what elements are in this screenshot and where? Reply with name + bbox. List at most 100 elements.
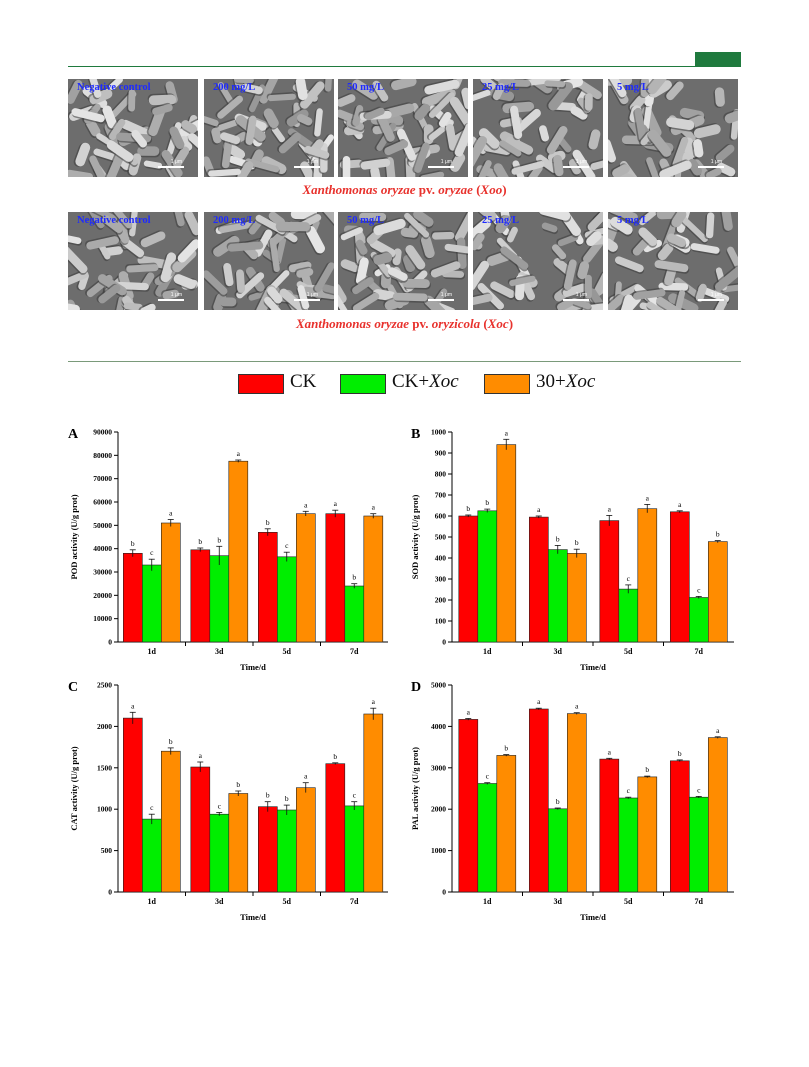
significance-letter: b [169, 737, 173, 746]
x-axis-label: Time/d [580, 912, 606, 922]
sem-panel: 25 mg/L 1 μm [473, 79, 603, 177]
sem-panel-label: 200 mg/L [213, 215, 256, 226]
significance-letter: a [169, 509, 173, 518]
bar [277, 556, 297, 643]
y-tick-label: 1000 [431, 428, 446, 437]
y-tick-label: 2000 [431, 805, 446, 814]
x-axis-label: Time/d [580, 662, 606, 672]
scale-bar-label: 1 μm [710, 292, 722, 298]
bar [363, 713, 384, 893]
significance-letter: a [505, 428, 509, 437]
significance-letter: c [627, 786, 631, 795]
section-divider [68, 361, 741, 362]
x-tick-label: 1d [148, 647, 157, 656]
significance-letter: b [333, 752, 337, 761]
caption-fragment: ) [502, 182, 507, 197]
bar [567, 713, 587, 893]
sem-micrograph [68, 79, 198, 177]
y-tick-label: 50000 [93, 521, 112, 530]
x-tick-label: 5d [283, 647, 292, 656]
scale-bar-label: 1 μm [306, 292, 318, 298]
y-tick-label: 1500 [97, 763, 112, 772]
sem-panel: 200 mg/L 1 μm [204, 212, 334, 310]
y-tick-label: 2500 [97, 681, 112, 690]
significance-letter: c [697, 785, 701, 794]
bar [637, 776, 658, 893]
caption-fragment: Xoc [487, 316, 509, 331]
y-tick-label: 1000 [431, 846, 446, 855]
significance-letter: a [372, 697, 376, 706]
significance-letter: a [716, 726, 720, 735]
significance-letter: b [556, 534, 560, 543]
bar [618, 588, 639, 643]
significance-letter: b [266, 518, 270, 527]
significance-letter: b [198, 537, 202, 546]
scale-bar-label: 1 μm [306, 159, 318, 165]
sem-panel: 5 mg/L 1 μm [608, 212, 738, 310]
y-axis-label: POD activity (U/g prot) [69, 494, 79, 579]
y-axis-label: PAL activity (U/g prot) [410, 747, 420, 830]
sem-panel: 50 mg/L 1 μm [338, 212, 468, 310]
y-tick-label: 10000 [93, 614, 112, 623]
significance-letter: a [131, 701, 135, 710]
sem-panel-label: 5 mg/L [617, 82, 649, 93]
x-tick-label: 3d [215, 647, 224, 656]
scale-bar [698, 299, 724, 301]
bar [363, 515, 384, 643]
significance-letter: c [150, 548, 154, 557]
sem-caption-xoc: Xanthomonas oryzae pv. oryzicola (Xoc) [0, 316, 809, 332]
sem-panel-label: Negative control [77, 82, 151, 93]
sem-micrograph [338, 79, 468, 177]
x-axis-label: Time/d [240, 662, 266, 672]
significance-letter: c [697, 585, 701, 594]
significance-letter: a [304, 500, 308, 509]
significance-letter: b [716, 530, 720, 539]
significance-letter: a [537, 697, 541, 706]
significance-letter: a [372, 503, 376, 512]
caption-fragment: oryzicola [431, 316, 481, 331]
scale-bar [563, 299, 589, 301]
caption-fragment: ) [508, 316, 514, 331]
significance-letter: b [485, 498, 489, 507]
scale-bar [294, 166, 320, 168]
bar [567, 553, 587, 643]
sem-panel: 200 mg/L 1 μm [204, 79, 334, 177]
sem-micrograph [68, 212, 198, 310]
header-accent-bar [695, 52, 741, 66]
chart-sod-activity: B 0 100 200 300 400 500 600 700 800 900 1000 SOD act… [410, 427, 734, 672]
x-tick-label: 7d [695, 647, 704, 656]
caption-fragment: ( [472, 182, 481, 197]
significance-letter: b [678, 749, 682, 758]
bar [277, 809, 297, 893]
bar [529, 516, 549, 643]
legend-label: CK [290, 371, 317, 392]
sem-panel-label: Negative control [77, 215, 151, 226]
significance-letter: c [285, 541, 289, 550]
significance-letter: a [678, 500, 682, 509]
sem-panel: 25 mg/L 1 μm [473, 212, 603, 310]
significance-letter: b [352, 573, 356, 582]
y-tick-label: 700 [435, 491, 447, 500]
scale-bar-label: 1 μm [170, 159, 182, 165]
significance-letter: c [218, 802, 222, 811]
x-tick-label: 5d [624, 647, 633, 656]
y-tick-label: 5000 [431, 681, 446, 690]
sem-panel-label: 50 mg/L [347, 82, 385, 93]
bar [688, 597, 709, 643]
legend-swatch [340, 374, 386, 394]
y-tick-label: 1000 [97, 805, 112, 814]
bar [669, 760, 690, 893]
panel-letter: B [411, 427, 420, 442]
bar [296, 513, 316, 643]
significance-letter: a [646, 493, 650, 502]
significance-letter: b [285, 794, 289, 803]
x-tick-label: 1d [148, 897, 157, 906]
sem-row-xoo: Negative control 1 μm 200 mg/L 1 μm 50 mg/L 1… [68, 79, 741, 177]
sem-micrograph [204, 79, 334, 177]
sem-panel: Negative control 1 μm [68, 79, 198, 177]
bar [548, 808, 568, 893]
bar [688, 796, 709, 893]
bar [190, 766, 211, 893]
y-tick-label: 100 [435, 617, 447, 626]
significance-letter: b [236, 780, 240, 789]
